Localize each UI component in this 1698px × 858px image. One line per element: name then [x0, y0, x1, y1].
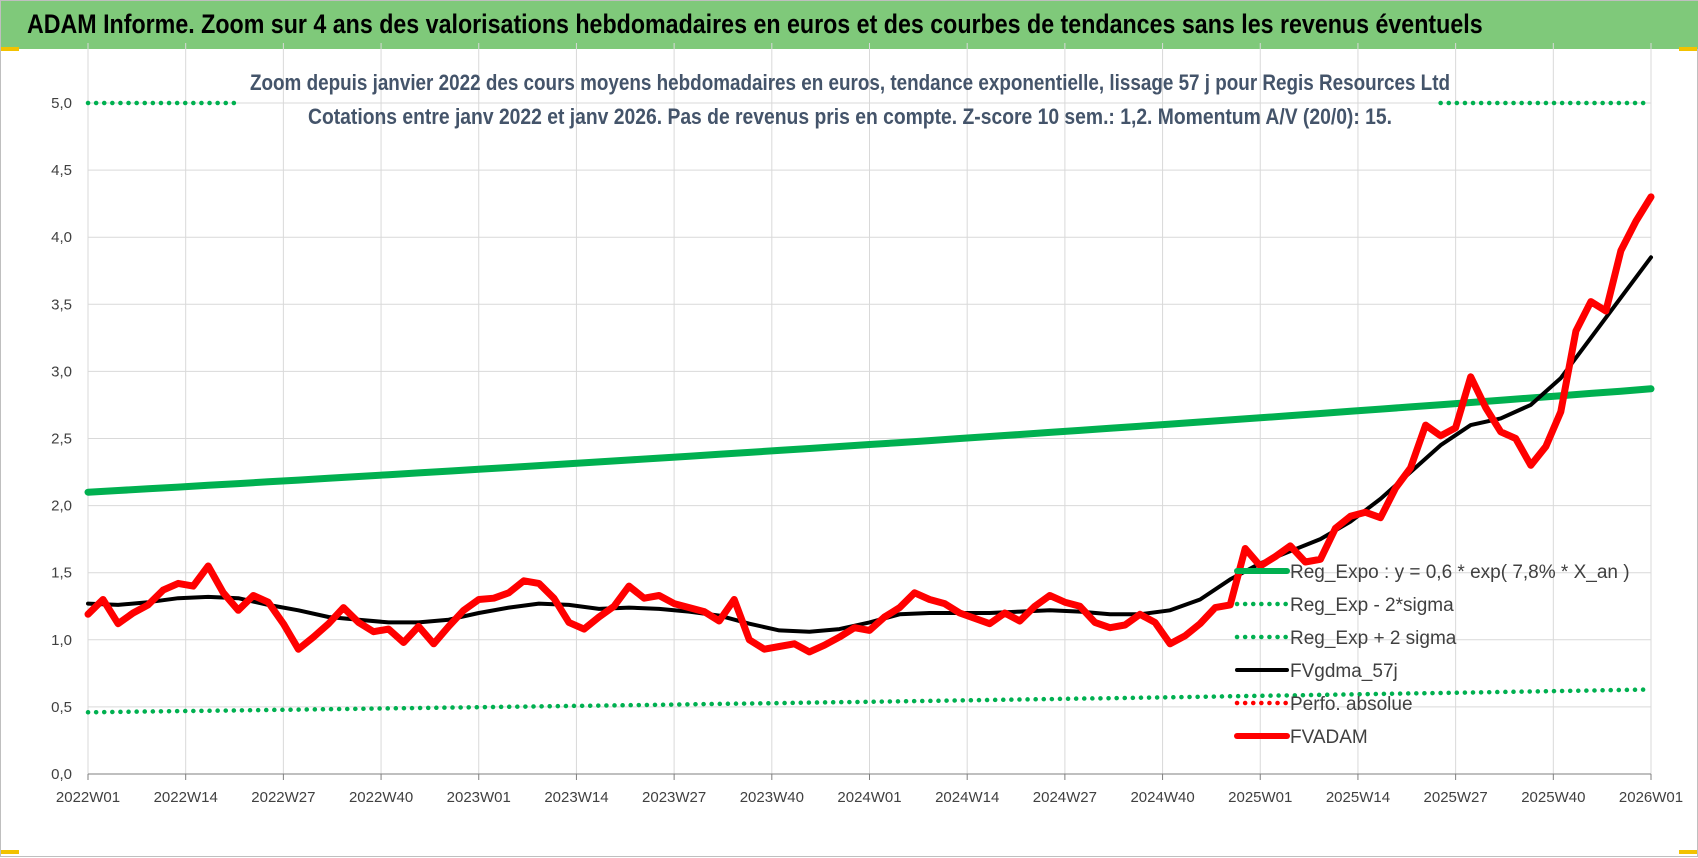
- legend-entry: Reg_Exp - 2*sigma: [1290, 595, 1454, 616]
- x-tick-label: 2022W40: [349, 789, 413, 806]
- legend-entry: Perfo. absolue: [1290, 694, 1413, 715]
- y-tick-label: 0,5: [51, 699, 72, 716]
- x-tick-label: 2022W01: [56, 789, 120, 806]
- series-reg-exp-2-sigma: [85, 687, 1654, 715]
- legend-entry: FVADAM: [1290, 727, 1368, 748]
- x-tick-label: 2025W27: [1424, 789, 1488, 806]
- series-fvgdma-57j: [86, 255, 1653, 634]
- chart-title: Zoom depuis janvier 2022 des cours moyen…: [250, 70, 1450, 129]
- corner-mark-top-left: [1, 47, 19, 51]
- legend-entry: Reg_Expo : y = 0,6 * exp( 7,8% * X_an ): [1290, 562, 1630, 583]
- corner-mark-bottom-right: [1679, 850, 1697, 854]
- axes: 0,0 0,5 1,0 1,5 2,0 2,5 3,0 3,5 4,0 4,5 5,0 2022W01…: [51, 95, 1683, 806]
- y-tick-label: 0,0: [51, 766, 72, 783]
- y-tick-label: 4,0: [51, 229, 72, 246]
- series: [84, 100, 1655, 715]
- x-tick-label: 2024W14: [935, 789, 999, 806]
- y-tick-label: 1,5: [51, 565, 72, 582]
- corner-mark-bottom-left: [1, 850, 19, 854]
- chart-title-line-1: Zoom depuis janvier 2022 des cours moyen…: [250, 70, 1450, 95]
- x-tick-label: 2026W01: [1619, 789, 1683, 806]
- x-tick-label: 2023W14: [544, 789, 608, 806]
- x-tick-label: 2025W01: [1228, 789, 1292, 806]
- series-reg-expo-y-0-6-exp-7-8-x-an: [84, 385, 1655, 496]
- x-tick-label: 2025W40: [1521, 789, 1585, 806]
- y-tick-label: 3,0: [51, 363, 72, 380]
- y-tick-label: 2,5: [51, 431, 72, 448]
- x-tick-label: 2023W27: [642, 789, 706, 806]
- legend-entry: Reg_Exp + 2 sigma: [1290, 628, 1457, 649]
- x-tick-label: 2023W40: [740, 789, 804, 806]
- x-tick-label: 2024W27: [1033, 789, 1097, 806]
- x-tick-label: 2025W14: [1326, 789, 1390, 806]
- x-tick-label: 2022W14: [154, 789, 218, 806]
- x-tick-label: 2023W01: [447, 789, 511, 806]
- series-fvadam: [84, 193, 1655, 656]
- corner-mark-top-right: [1679, 47, 1697, 51]
- legend: Reg_Expo : y = 0,6 * exp( 7,8% * X_an ) R…: [1234, 562, 1630, 748]
- chart-title-line-2: Cotations entre janv 2022 et janv 2026. …: [308, 104, 1392, 129]
- x-tick-label: 2024W01: [837, 789, 901, 806]
- y-tick-label: 2,0: [51, 498, 72, 515]
- legend-entry: FVgdma_57j: [1290, 661, 1398, 682]
- y-tick-label: 1,0: [51, 632, 72, 649]
- y-tick-label: 5,0: [51, 95, 72, 112]
- y-tick-label: 3,5: [51, 296, 72, 313]
- banner-title: ADAM Informe. Zoom sur 4 ans des valoris…: [27, 9, 1483, 39]
- header-banner: ADAM Informe. Zoom sur 4 ans des valoris…: [1, 1, 1698, 49]
- x-tick-label: 2024W40: [1130, 789, 1194, 806]
- x-tick-label: 2022W27: [251, 789, 315, 806]
- y-tick-label: 4,5: [51, 162, 72, 179]
